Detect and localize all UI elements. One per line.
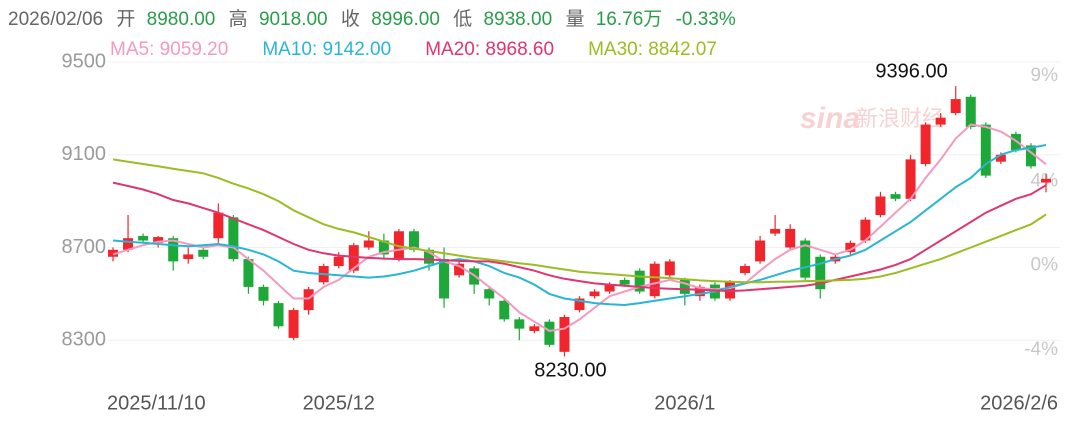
legend-entry: MA20: 8968.60 <box>425 39 554 60</box>
candle-body <box>950 99 961 114</box>
legend-entry: MA5: 9059.20 <box>110 39 228 60</box>
y2-tick-label: 0% <box>1031 255 1059 276</box>
candle-body <box>363 240 374 248</box>
ma-line <box>112 158 1047 284</box>
candle-body <box>965 96 976 127</box>
candle-body <box>288 310 299 338</box>
label: 量 <box>565 9 584 30</box>
y-tick-label: 9100 <box>62 143 107 165</box>
candle-body <box>454 263 465 276</box>
candle-body <box>679 279 690 294</box>
header: 2026/02/06 开 8980.00 高 9018.00 收 8996.00… <box>8 8 736 30</box>
candle-body <box>1041 178 1051 183</box>
label: 高 <box>229 8 248 30</box>
value: 8938.00 <box>483 9 552 30</box>
candle-body <box>153 237 164 243</box>
min-label: 8230.00 <box>534 360 606 382</box>
ma-line <box>112 123 1047 332</box>
candle-body <box>168 238 179 262</box>
candle-body <box>875 196 886 216</box>
value: 8980.00 <box>147 9 216 30</box>
candle-body <box>589 291 600 297</box>
candle-body <box>890 194 901 199</box>
candle-body <box>980 124 991 176</box>
candle-body <box>258 286 269 301</box>
candle-body <box>574 298 585 311</box>
y2-tick-label: 9% <box>1031 65 1059 86</box>
candle-body <box>845 242 856 253</box>
candle-body <box>935 117 946 125</box>
value: 16.76万 <box>596 9 663 30</box>
candle-body <box>303 289 314 311</box>
candle-body <box>740 266 751 273</box>
candle-body <box>138 235 149 241</box>
label: 开 <box>116 9 135 30</box>
candle-body <box>183 254 194 260</box>
candle-body <box>348 245 359 271</box>
ma-line <box>112 181 1047 293</box>
x-tick-label: 2025/11/10 <box>107 392 206 414</box>
candle-body <box>484 289 495 299</box>
x-tick-label: 2025/12 <box>303 392 375 414</box>
candle-body <box>213 212 224 239</box>
candle-body <box>920 124 931 165</box>
watermark-logo: sina <box>800 102 860 135</box>
x-tick-label: 2026/2/6 <box>980 392 1058 414</box>
legend-entry: MA10: 9142.00 <box>262 39 391 60</box>
candle-body <box>198 249 209 257</box>
candle-body <box>1025 145 1036 167</box>
value: 9018.00 <box>259 9 328 30</box>
candle-body <box>634 270 645 292</box>
candle-body <box>755 240 766 262</box>
candle-body <box>544 321 555 345</box>
candle-body <box>333 256 344 267</box>
watermark-text: 新浪财经 <box>856 106 944 131</box>
candle-body <box>770 228 781 234</box>
y-tick-label: 8300 <box>62 329 107 351</box>
candle-body <box>514 319 525 329</box>
candle-body <box>649 263 660 297</box>
y-tick-label: 8700 <box>62 236 107 258</box>
candle-body <box>529 326 540 331</box>
value: -0.33% <box>676 9 736 30</box>
candle-body <box>393 231 404 260</box>
candle-body <box>424 249 435 264</box>
candle-body <box>408 231 419 250</box>
y-tick-label: 9500 <box>62 50 107 72</box>
candle-body <box>108 249 118 257</box>
candle-body <box>439 259 450 299</box>
candle-body <box>273 303 284 327</box>
candle-body <box>815 256 826 290</box>
date: 2026/02/06 <box>8 9 103 30</box>
label: 收 <box>341 8 360 30</box>
label: 低 <box>453 8 472 30</box>
legend: MA5: 9059.20 MA10: 9142.00 MA20: 8968.60 MA… <box>110 39 717 60</box>
candle-body <box>694 286 705 297</box>
candle-body <box>800 240 811 278</box>
candle-body <box>559 317 570 352</box>
candle-body <box>905 159 916 199</box>
max-label: 9396.00 <box>875 60 947 82</box>
candle-body <box>995 154 1006 162</box>
candle-body <box>499 300 510 320</box>
value: 8996.00 <box>371 9 440 30</box>
candle-body <box>378 240 389 255</box>
legend-entry: MA30: 8842.07 <box>588 39 717 60</box>
candle-body <box>619 279 630 285</box>
candle-body <box>228 217 239 260</box>
candle-body <box>860 219 871 241</box>
y2-tick-label: -4% <box>1024 339 1058 360</box>
candle-body <box>785 228 796 248</box>
x-tick-label: 2026/1 <box>654 392 715 414</box>
candle-body <box>664 261 675 276</box>
candle-body <box>243 259 254 287</box>
candle-body <box>123 238 134 250</box>
ma-line <box>112 144 1047 307</box>
candle-body <box>604 284 615 292</box>
